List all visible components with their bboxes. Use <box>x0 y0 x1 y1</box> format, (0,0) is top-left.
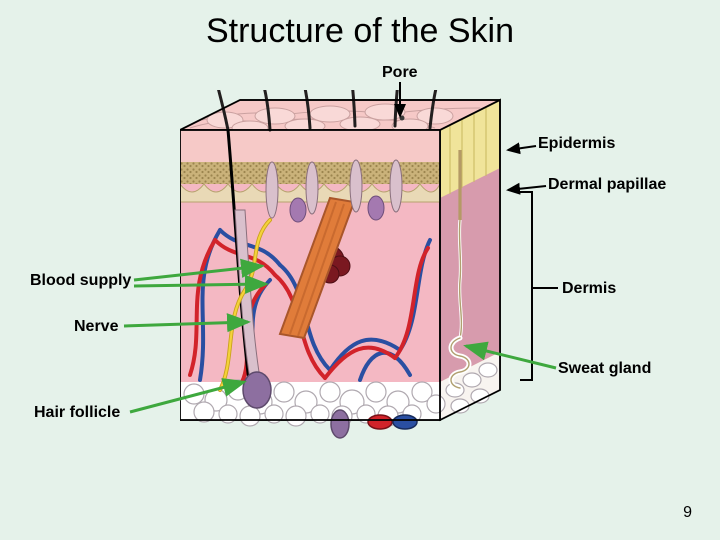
label-sweat-gland: Sweat gland <box>558 360 651 378</box>
label-hair-follicle: Hair follicle <box>34 404 120 422</box>
label-nerve: Nerve <box>74 318 118 336</box>
label-blood-supply: Blood supply <box>30 272 131 290</box>
label-dermal-papillae: Dermal papillae <box>548 176 666 194</box>
label-epidermis: Epidermis <box>538 135 615 153</box>
label-dermis: Dermis <box>562 280 616 298</box>
label-pore: Pore <box>382 64 418 82</box>
skin-diagram <box>180 90 510 490</box>
page-title: Structure of the Skin <box>0 12 720 51</box>
page-number: 9 <box>683 504 692 522</box>
